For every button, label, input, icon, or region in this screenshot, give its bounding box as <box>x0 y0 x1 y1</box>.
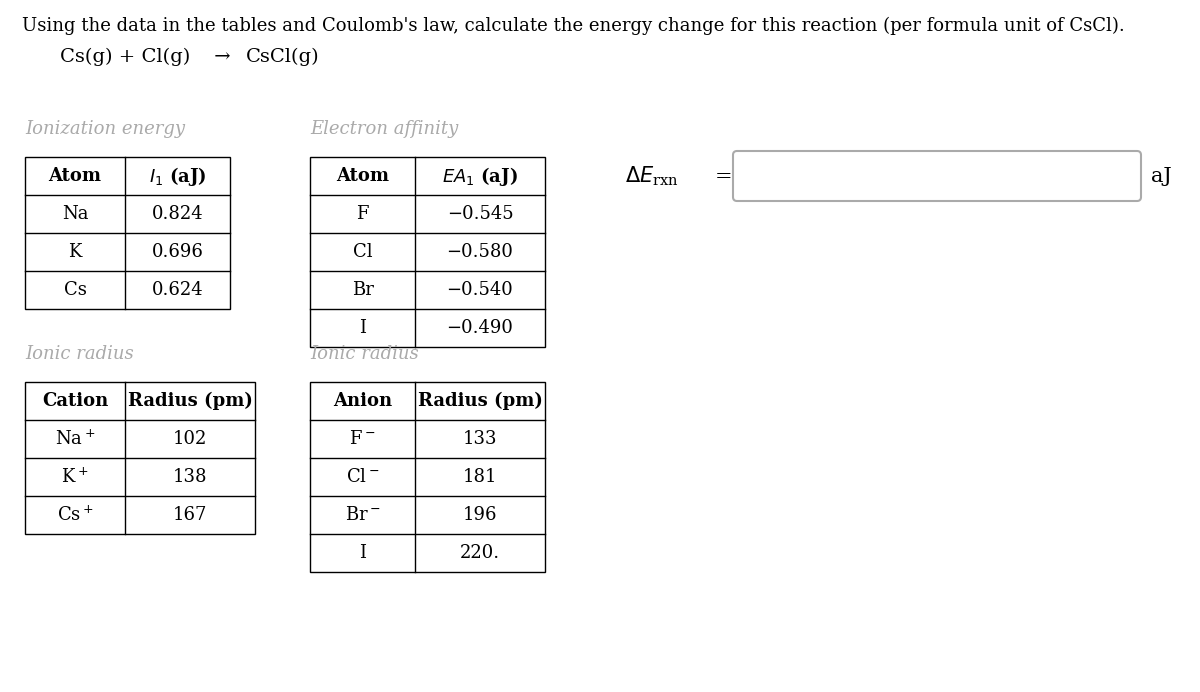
Text: Using the data in the tables and Coulomb's law, calculate the energy change for : Using the data in the tables and Coulomb… <box>22 17 1124 35</box>
Text: −0.540: −0.540 <box>446 281 514 299</box>
Text: →: → <box>208 48 236 66</box>
Text: 0.696: 0.696 <box>151 243 204 261</box>
Text: Cs(g) + Cl(g): Cs(g) + Cl(g) <box>60 48 191 66</box>
Bar <box>25 157 230 309</box>
Text: −0.545: −0.545 <box>446 205 514 223</box>
Text: Cs: Cs <box>64 281 86 299</box>
Text: 0.624: 0.624 <box>151 281 203 299</box>
Text: Radius (pm): Radius (pm) <box>418 392 542 410</box>
Text: Cl$^-$: Cl$^-$ <box>346 468 379 486</box>
Text: aJ: aJ <box>1151 167 1171 185</box>
Text: Br$^-$: Br$^-$ <box>344 506 380 524</box>
Text: 133: 133 <box>463 430 497 448</box>
Text: 167: 167 <box>173 506 208 524</box>
Text: I: I <box>359 319 366 337</box>
Text: 138: 138 <box>173 468 208 486</box>
Text: Cs$^+$: Cs$^+$ <box>56 505 94 525</box>
Text: K$^+$: K$^+$ <box>61 467 89 486</box>
Text: CsCl(g): CsCl(g) <box>246 48 319 66</box>
Text: =: = <box>715 167 733 185</box>
Text: F$^-$: F$^-$ <box>349 430 376 448</box>
Text: Cation: Cation <box>42 392 108 410</box>
Text: 0.824: 0.824 <box>151 205 203 223</box>
Text: Cl: Cl <box>353 243 372 261</box>
Text: 220.: 220. <box>460 544 500 562</box>
Text: 181: 181 <box>463 468 497 486</box>
Text: $I_1$ (aJ): $I_1$ (aJ) <box>149 165 206 188</box>
Text: Atom: Atom <box>336 167 389 185</box>
Text: Electron affinity: Electron affinity <box>310 120 458 138</box>
Text: Anion: Anion <box>332 392 392 410</box>
Text: Atom: Atom <box>48 167 102 185</box>
Text: F: F <box>356 205 368 223</box>
Bar <box>310 382 545 572</box>
Text: Ionic radius: Ionic radius <box>25 345 133 363</box>
Bar <box>310 157 545 347</box>
Text: Ionization energy: Ionization energy <box>25 120 185 138</box>
Text: Radius (pm): Radius (pm) <box>127 392 252 410</box>
Text: $\Delta E_{\mathregular{rxn}}$: $\Delta E_{\mathregular{rxn}}$ <box>625 164 679 188</box>
Text: 102: 102 <box>173 430 208 448</box>
Bar <box>25 382 256 534</box>
Text: Ionic radius: Ionic radius <box>310 345 419 363</box>
Text: −0.490: −0.490 <box>446 319 514 337</box>
Text: 196: 196 <box>463 506 497 524</box>
Text: −0.580: −0.580 <box>446 243 514 261</box>
Text: Na: Na <box>61 205 89 223</box>
Text: Br: Br <box>352 281 373 299</box>
Text: I: I <box>359 544 366 562</box>
Text: K: K <box>68 243 82 261</box>
Text: Na$^+$: Na$^+$ <box>55 429 95 448</box>
Text: $EA_1$ (aJ): $EA_1$ (aJ) <box>442 165 518 188</box>
